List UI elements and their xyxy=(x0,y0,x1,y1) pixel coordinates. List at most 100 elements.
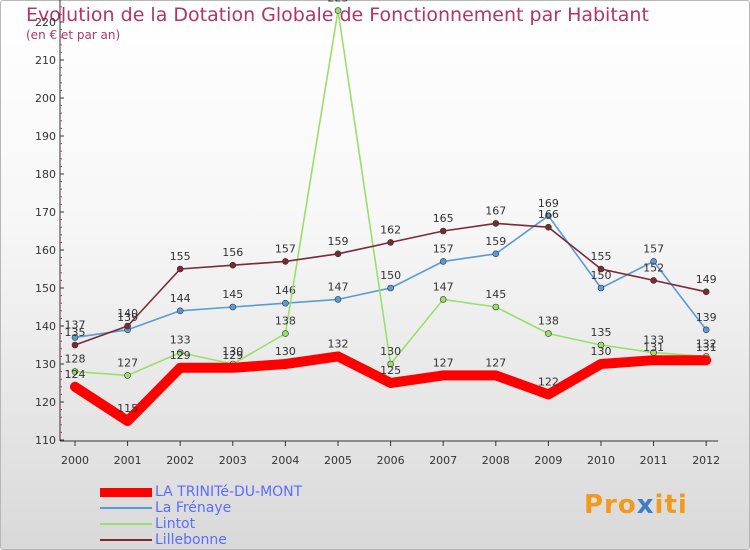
x-tick-label: 2008 xyxy=(482,454,510,467)
data-point xyxy=(124,372,131,379)
data-point xyxy=(545,223,552,231)
data-point xyxy=(282,299,289,307)
y-tick-label: 200 xyxy=(35,92,56,105)
data-label: 122 xyxy=(538,375,559,388)
data-point xyxy=(71,334,79,341)
legend-label-trinite: LA TRINITé-DU-MONT xyxy=(155,484,303,500)
legend-swatch-frenaye xyxy=(100,507,152,509)
data-label: 129 xyxy=(222,349,243,362)
y-tick-label: 150 xyxy=(35,282,56,295)
data-label: 150 xyxy=(380,269,401,282)
y-tick-label: 160 xyxy=(35,244,56,257)
data-point xyxy=(71,341,79,349)
data-point xyxy=(439,258,447,265)
series-line-0 xyxy=(70,351,712,426)
data-label: 124 xyxy=(65,368,86,381)
data-label: 147 xyxy=(328,280,349,293)
legend-item-lillebonne: Lillebonne xyxy=(100,532,302,548)
chart-subtitle: (en € et par an) xyxy=(26,28,121,42)
data-label: 138 xyxy=(538,315,559,328)
data-label: 132 xyxy=(696,337,717,350)
x-tick-label: 2010 xyxy=(587,454,615,467)
data-point xyxy=(492,303,500,311)
data-point xyxy=(229,303,237,311)
data-label: 130 xyxy=(591,345,612,358)
y-tick-label: 130 xyxy=(35,358,56,371)
data-label: 127 xyxy=(117,356,138,369)
data-label: 146 xyxy=(275,284,296,297)
data-point xyxy=(492,250,500,258)
logo-part-3: iti xyxy=(654,490,688,520)
legend-swatch-lillebonne xyxy=(100,539,152,541)
data-label: 115 xyxy=(117,402,138,415)
data-point xyxy=(439,227,447,235)
proxiti-logo: Proxiti xyxy=(584,490,688,520)
data-label: 130 xyxy=(380,345,401,358)
data-label: 165 xyxy=(433,212,454,225)
data-point xyxy=(176,265,184,273)
data-point xyxy=(282,330,289,337)
data-point xyxy=(545,330,552,337)
data-point xyxy=(334,296,342,303)
data-point xyxy=(492,220,500,227)
x-tick-label: 2003 xyxy=(219,454,247,467)
data-label: 223 xyxy=(328,0,349,5)
legend-item-lintot: Lintot xyxy=(100,516,302,532)
data-label: 155 xyxy=(591,250,612,263)
data-point xyxy=(334,250,342,258)
x-tick-label: 2002 xyxy=(166,454,194,467)
data-label: 133 xyxy=(170,334,191,347)
y-tick-label: 190 xyxy=(35,130,56,143)
data-label: 152 xyxy=(643,261,664,274)
legend-item-frenaye: La Frénaye xyxy=(100,500,302,516)
y-tick-label: 170 xyxy=(35,206,56,219)
x-tick-label: 2011 xyxy=(640,454,668,467)
y-tick-label: 110 xyxy=(35,434,56,447)
logo-part-2: x xyxy=(636,490,655,520)
data-point xyxy=(439,296,447,303)
data-point xyxy=(176,307,184,315)
legend-swatch-trinite xyxy=(100,487,152,497)
x-tick-label: 2001 xyxy=(114,454,142,467)
data-label: 131 xyxy=(696,341,717,354)
data-point xyxy=(387,239,394,246)
data-label: 135 xyxy=(591,326,612,339)
series-line-2 xyxy=(74,9,708,377)
data-point xyxy=(176,349,184,356)
data-label: 125 xyxy=(380,364,401,377)
legend-label-frenaye: La Frénaye xyxy=(155,500,232,516)
data-label: 169 xyxy=(538,197,559,210)
data-label: 132 xyxy=(328,337,349,350)
y-tick-label: 180 xyxy=(35,168,56,181)
y-tick-label: 210 xyxy=(35,54,56,67)
data-label: 130 xyxy=(222,345,243,358)
data-label: 162 xyxy=(380,223,401,236)
data-point xyxy=(650,277,657,284)
x-tick-label: 2004 xyxy=(271,454,299,467)
x-tick-label: 2012 xyxy=(692,454,720,467)
data-label: 156 xyxy=(222,246,243,259)
data-label: 127 xyxy=(433,356,454,369)
data-label: 131 xyxy=(643,341,664,354)
y-tick-label: 120 xyxy=(35,396,56,409)
data-point xyxy=(702,326,710,334)
data-point xyxy=(545,212,552,220)
data-label: 137 xyxy=(65,318,86,331)
data-label: 144 xyxy=(170,292,191,305)
x-tick-label: 2006 xyxy=(377,454,405,467)
legend: LA TRINITé-DU-MONT La Frénaye Lintot Lil… xyxy=(100,484,302,548)
x-tick-label: 2000 xyxy=(61,454,89,467)
data-point xyxy=(597,284,605,292)
data-label: 129 xyxy=(170,349,191,362)
data-label: 157 xyxy=(275,242,296,255)
x-tick-label: 2007 xyxy=(429,454,457,467)
data-label: 147 xyxy=(433,280,454,293)
data-point xyxy=(282,258,289,265)
data-point xyxy=(702,288,710,296)
y-tick-label: 220 xyxy=(35,16,56,29)
data-label: 133 xyxy=(643,334,664,347)
x-tick-label: 2005 xyxy=(324,454,352,467)
data-label: 135 xyxy=(65,326,86,339)
logo-part-1: Pro xyxy=(584,490,637,520)
